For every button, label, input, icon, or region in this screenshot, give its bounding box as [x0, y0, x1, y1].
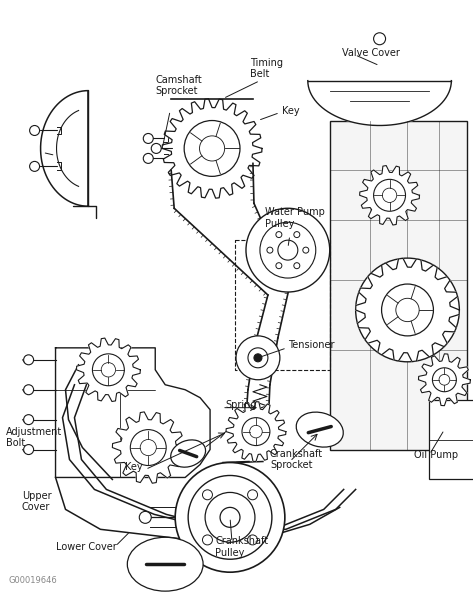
Circle shape — [24, 444, 34, 454]
Circle shape — [374, 179, 405, 211]
Circle shape — [205, 492, 255, 542]
Circle shape — [396, 298, 419, 321]
Circle shape — [247, 490, 257, 500]
Text: Valve Cover: Valve Cover — [342, 48, 400, 58]
Text: Adjustment
Bolt: Adjustment Bolt — [6, 426, 62, 448]
Circle shape — [143, 134, 153, 144]
Bar — [330, 121, 467, 450]
Circle shape — [29, 162, 40, 172]
Polygon shape — [162, 99, 262, 198]
Circle shape — [24, 385, 34, 394]
Circle shape — [151, 144, 161, 153]
Circle shape — [24, 355, 34, 365]
Text: Tensioner: Tensioner — [288, 340, 334, 350]
Polygon shape — [112, 412, 184, 484]
Text: Spring: Spring — [225, 400, 256, 410]
Circle shape — [246, 208, 330, 292]
Ellipse shape — [296, 412, 343, 447]
Text: Timing
Belt: Timing Belt — [250, 58, 283, 80]
Polygon shape — [419, 354, 470, 406]
Circle shape — [242, 418, 270, 446]
Text: G00019646: G00019646 — [9, 576, 57, 585]
Circle shape — [202, 535, 212, 545]
Text: Key: Key — [282, 106, 300, 116]
Text: Crankshaft
Pulley: Crankshaft Pulley — [215, 536, 268, 558]
Polygon shape — [308, 81, 451, 125]
Circle shape — [220, 507, 240, 527]
Circle shape — [29, 125, 40, 135]
Circle shape — [250, 425, 262, 438]
Circle shape — [247, 535, 257, 545]
Text: Oil Pump: Oil Pump — [414, 450, 459, 460]
Circle shape — [383, 188, 397, 203]
Ellipse shape — [128, 538, 203, 591]
Circle shape — [24, 415, 34, 425]
Circle shape — [130, 429, 166, 466]
Text: Crankshaft
Sprocket: Crankshaft Sprocket — [270, 448, 323, 470]
Circle shape — [139, 511, 151, 523]
Polygon shape — [76, 338, 140, 402]
Circle shape — [143, 153, 153, 163]
Circle shape — [432, 368, 456, 391]
Ellipse shape — [171, 440, 206, 467]
Polygon shape — [41, 91, 89, 206]
Circle shape — [374, 33, 385, 45]
Circle shape — [188, 475, 272, 559]
Polygon shape — [55, 348, 210, 478]
Bar — [429, 400, 474, 479]
Circle shape — [101, 362, 116, 377]
Polygon shape — [360, 166, 419, 225]
Text: Camshaft
Sprocket: Camshaft Sprocket — [155, 75, 202, 96]
Circle shape — [200, 136, 225, 161]
Circle shape — [382, 284, 433, 336]
Circle shape — [254, 354, 262, 362]
Circle shape — [175, 463, 285, 572]
Text: Lower Cover: Lower Cover — [55, 542, 116, 552]
Circle shape — [184, 121, 240, 176]
Text: Water Pump
Pulley: Water Pump Pulley — [265, 207, 325, 229]
Polygon shape — [356, 258, 459, 362]
Circle shape — [92, 354, 124, 386]
Circle shape — [356, 258, 459, 362]
Circle shape — [140, 440, 156, 456]
Text: Key: Key — [125, 463, 143, 472]
Circle shape — [260, 222, 316, 278]
Circle shape — [248, 348, 268, 368]
Polygon shape — [226, 402, 286, 462]
Circle shape — [439, 374, 450, 385]
Circle shape — [202, 490, 212, 500]
Text: Upper
Cover: Upper Cover — [22, 491, 51, 512]
Circle shape — [236, 336, 280, 380]
Circle shape — [278, 240, 298, 260]
